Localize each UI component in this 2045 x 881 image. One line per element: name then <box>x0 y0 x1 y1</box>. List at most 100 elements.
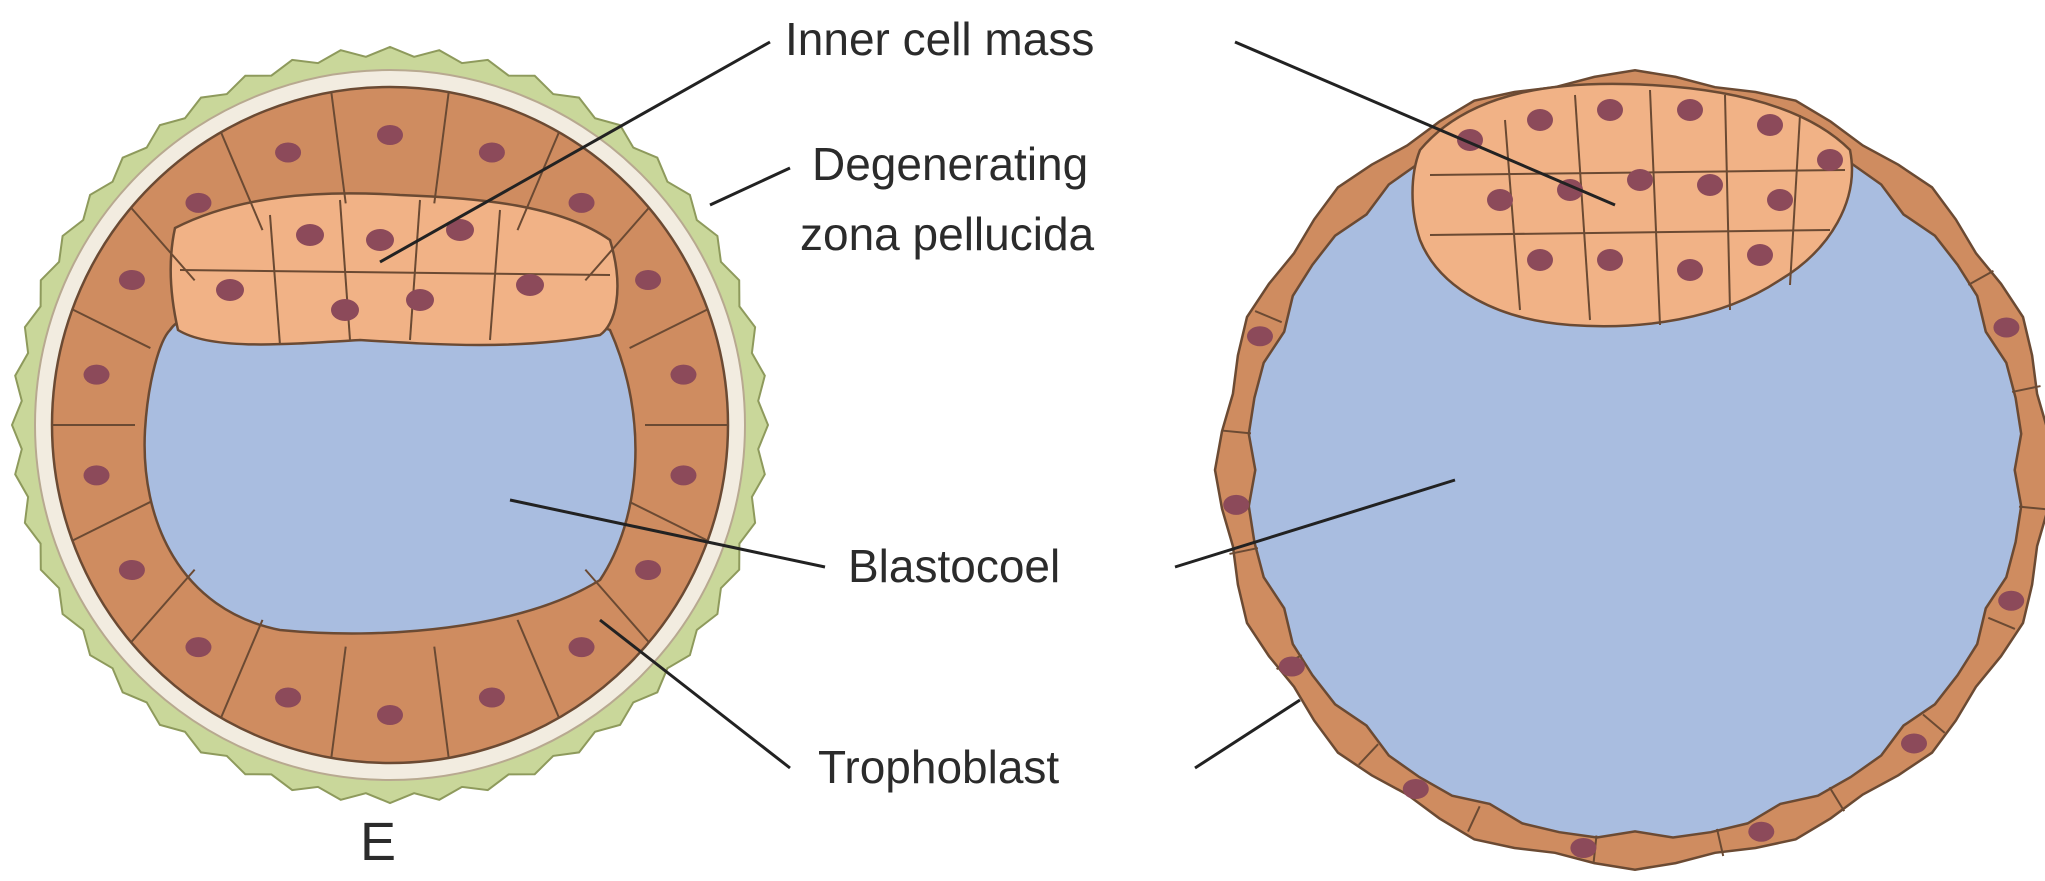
leader-inner-cell-mass-right <box>1234 40 1616 207</box>
cell-divider <box>1358 743 1379 766</box>
nucleus <box>1597 99 1623 121</box>
cell-divider <box>1922 713 1946 734</box>
cell-divider <box>179 269 611 276</box>
cell-divider <box>2011 385 2041 393</box>
nucleus <box>1747 244 1773 266</box>
nucleus <box>1246 326 1273 347</box>
nucleus <box>516 274 544 296</box>
nucleus <box>377 705 403 725</box>
nucleus <box>1527 249 1553 271</box>
cell-divider <box>1221 429 1252 435</box>
nucleus <box>216 279 244 301</box>
nucleus <box>1757 114 1783 136</box>
cell-divider <box>516 619 560 719</box>
nucleus <box>275 142 302 163</box>
nucleus <box>1901 733 1928 754</box>
nucleus <box>275 687 302 708</box>
cell-divider <box>220 619 264 719</box>
nucleus <box>568 192 595 213</box>
cell-divider <box>1724 94 1731 311</box>
nucleus <box>377 125 403 145</box>
nucleus <box>1527 109 1553 131</box>
nucleus <box>1597 249 1623 271</box>
label-zona-line1: Degenerating <box>812 138 1088 190</box>
nucleus <box>446 219 474 241</box>
nucleus <box>635 560 662 580</box>
cell-divider <box>1504 119 1521 311</box>
cell-divider <box>130 568 196 643</box>
leader-inner-cell-mass-left <box>379 40 771 264</box>
label-trophoblast: Trophoblast <box>818 741 1059 793</box>
cell-divider <box>1828 786 1846 812</box>
cell-divider <box>1229 547 1259 555</box>
nucleus <box>1993 317 2020 338</box>
cell-divider <box>629 308 709 349</box>
nucleus <box>1748 821 1775 842</box>
leader-trophoblast-left <box>599 618 791 770</box>
cell-divider <box>330 646 347 758</box>
nucleus <box>406 289 434 311</box>
nucleus <box>1817 149 1843 171</box>
nucleus <box>1677 99 1703 121</box>
cell-divider <box>1967 270 1994 286</box>
nucleus <box>185 637 212 658</box>
nucleus <box>118 560 145 580</box>
cell-divider <box>516 131 560 231</box>
cell-divider <box>409 199 421 341</box>
nucleus <box>1278 656 1305 677</box>
nucleus <box>1697 174 1723 196</box>
nucleus <box>1677 259 1703 281</box>
cell-divider <box>1789 114 1801 286</box>
cell-divider <box>1254 310 1283 324</box>
cell-divider <box>220 131 264 231</box>
nucleus <box>83 465 110 486</box>
nucleus <box>670 364 697 385</box>
nuclei-left <box>83 125 697 725</box>
nuclei-right <box>1223 99 2025 858</box>
cell-divider <box>71 308 151 349</box>
leader-lines <box>379 40 1616 770</box>
cell-divider <box>433 92 450 204</box>
cell-boundaries-left <box>52 92 728 758</box>
nucleus <box>670 465 697 486</box>
leader-blastocoel-left <box>509 498 826 569</box>
cell-divider <box>71 501 151 542</box>
early-blastocyst <box>10 45 770 805</box>
label-inner-cell-mass: Inner cell mass <box>785 13 1094 65</box>
nucleus <box>331 299 359 321</box>
nucleus <box>1767 189 1793 211</box>
cell-divider <box>433 646 450 758</box>
cell-divider <box>1467 805 1481 833</box>
cell-divider <box>1574 94 1591 321</box>
cell-divider <box>1716 828 1725 857</box>
expanded-blastocyst <box>1213 69 2045 871</box>
cell-divider <box>330 92 347 204</box>
cell-boundaries-right <box>1221 89 2045 864</box>
nucleus <box>118 270 145 290</box>
nucleus <box>1998 590 2025 611</box>
nucleus <box>1223 494 1250 515</box>
nucleus <box>1627 169 1653 191</box>
leader-zona <box>709 166 791 207</box>
nucleus <box>366 229 394 251</box>
nucleus <box>1402 779 1429 800</box>
cell-divider <box>269 214 281 346</box>
inner-cell-mass-left <box>169 192 619 347</box>
leader-trophoblast-right <box>1194 698 1301 770</box>
nucleus <box>478 687 505 708</box>
inner-cell-mass-right <box>1411 82 1854 328</box>
cell-divider <box>584 568 650 643</box>
cell-divider <box>1429 229 1831 236</box>
label-blastocoel: Blastocoel <box>848 540 1060 592</box>
nucleus <box>296 224 324 246</box>
leader-blastocoel-right <box>1174 478 1456 569</box>
nucleus <box>568 637 595 658</box>
nucleus <box>635 270 662 290</box>
blastocoel-left <box>143 312 637 635</box>
cell-divider <box>1987 616 2016 630</box>
cell-divider <box>584 207 650 282</box>
nucleus <box>478 142 505 163</box>
nucleus <box>83 364 110 385</box>
